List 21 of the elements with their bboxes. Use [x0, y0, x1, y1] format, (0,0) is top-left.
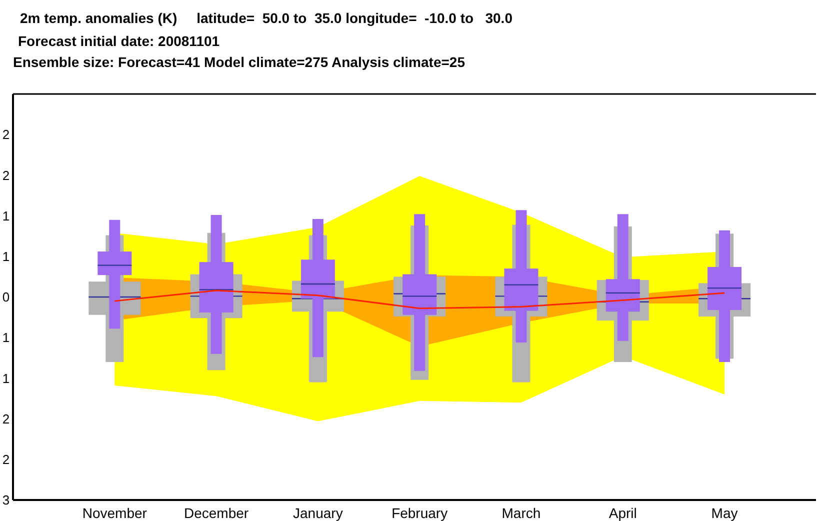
x-tick-label: January	[293, 505, 343, 521]
y-tick-label: 1	[2, 370, 10, 386]
text: Ensemble size: Forecast=41 Model climate=275 Analysis climate=25	[13, 54, 466, 70]
y-tick-label: 2	[2, 168, 10, 183]
y-tick-label: 3	[2, 492, 10, 508]
x-tick-label: May	[711, 505, 738, 521]
line-series	[114, 290, 726, 310]
x-tick-label: November	[82, 505, 148, 521]
y-tick-label: 1	[2, 330, 10, 346]
chart-subtitle: Forecast initial date: 20081101	[18, 33, 220, 49]
y-tick-label: 2	[2, 452, 10, 467]
y-tick-label: 0	[2, 290, 10, 305]
y-tick-label: 2	[2, 411, 10, 426]
chart-title: 2m temp. anomalies (K) latitude= 50.0 to 35.0 longitude= -10.0 to 30.0	[20, 10, 513, 26]
x-tick-label: March	[502, 505, 541, 521]
y-tick-label: 1	[2, 208, 10, 224]
y-tick-label: 2	[2, 127, 10, 142]
y-tick-label: 1	[2, 248, 10, 264]
x-tick-label: December	[184, 505, 249, 521]
x-tick-label: February	[392, 505, 448, 521]
x-tick-label: April	[608, 505, 637, 521]
